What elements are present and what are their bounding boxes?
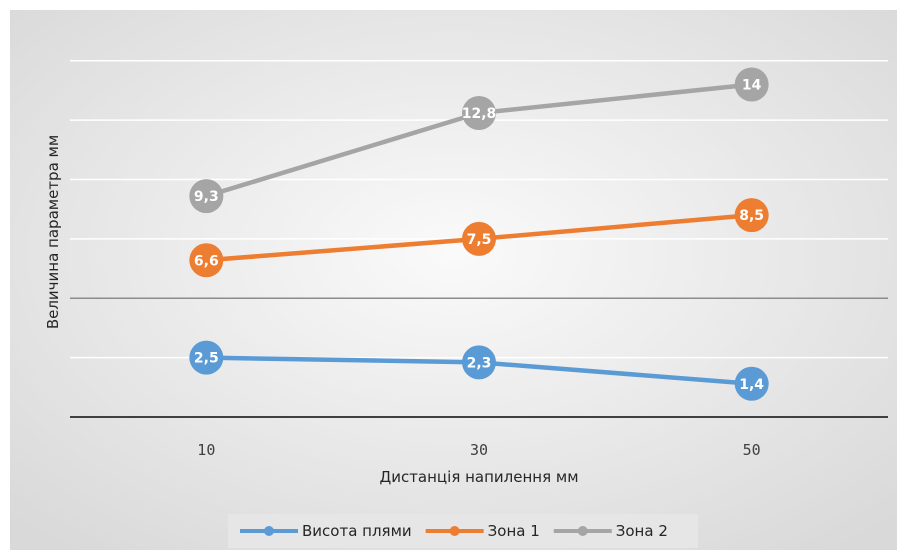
data-point [189,340,224,375]
data-point [462,96,496,130]
data-label: 7,5 [467,232,492,248]
data-point [734,198,769,233]
legend-item: Зона 1 [425,522,540,540]
data-label: 6,6 [194,253,219,269]
x-tick-label: 10 [197,441,215,459]
data-label: 2,5 [194,351,219,367]
data-point [189,179,224,214]
data-point [189,243,224,278]
data-label: 9,3 [194,189,219,205]
legend-label: Висота плями [302,522,412,540]
data-label: 14 [742,78,762,94]
x-tick-label: 50 [743,441,761,459]
data-point [462,221,496,256]
data-point [462,345,496,380]
data-label: 12,8 [462,106,497,122]
legend-label: Зона 1 [488,522,540,540]
legend: Висота плями Зона 1 Зона 2 [228,514,698,548]
data-label: 2,3 [467,355,492,371]
data-label: 8,5 [739,208,764,224]
legend-marker [577,526,588,536]
data-point [734,366,769,401]
x-axis-title: Дистанція напилення мм [379,468,578,486]
legend-marker [264,526,274,536]
series-2: 6,6 7,5 8,5 [189,198,769,278]
legend-item: Висота плями [240,522,412,540]
data-label: 1,4 [739,377,764,393]
legend-label: Зона 2 [616,522,668,540]
x-tick-label: 30 [470,441,488,459]
x-axis-ticks: 10 30 50 [197,441,760,459]
series-3: 9,3 12,8 14 [189,67,769,214]
legend-marker [449,526,460,536]
data-point [734,67,769,102]
legend-item: Зона 2 [553,522,668,540]
y-axis-title: Величина параметра мм [44,135,62,329]
series: 2,5 2,3 1,4 6,6 7,5 8,5 9,3 12,8 14 [189,67,769,401]
series-1: 2,5 2,3 1,4 [189,340,769,401]
